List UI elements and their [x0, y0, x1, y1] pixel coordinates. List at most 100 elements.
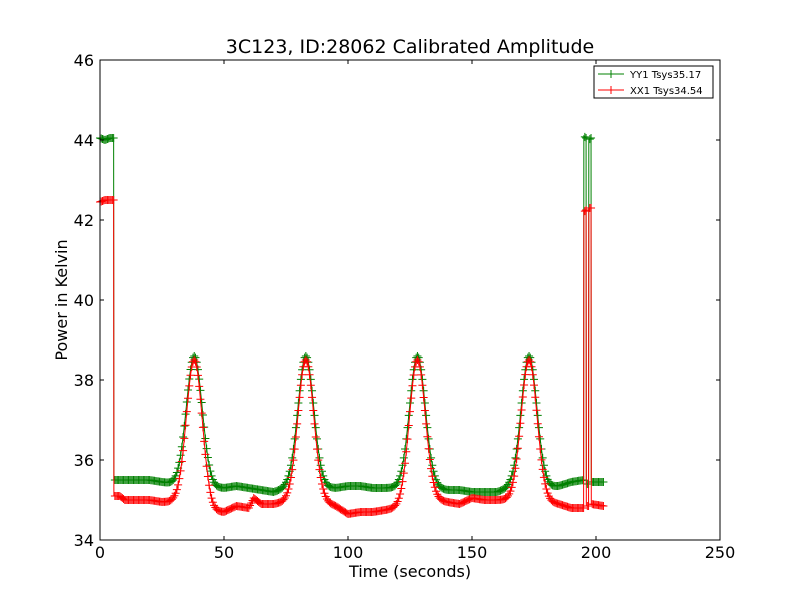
series-1-point-159	[293, 419, 302, 428]
x-tick-label-5: 250	[705, 543, 736, 562]
series-1-point-166	[301, 356, 310, 364]
series-1-point-246	[401, 459, 410, 468]
series-0-point-157	[290, 434, 299, 443]
series-1-point-62	[172, 485, 181, 494]
series-1-point-351	[531, 393, 540, 402]
series-1-point-174	[311, 432, 320, 441]
chart-title: 3C123, ID:28062 Calibrated Amplitude	[226, 36, 594, 58]
series-0-point-174	[311, 423, 320, 432]
series-1-point-89	[206, 488, 215, 497]
series-1-point-243	[397, 484, 406, 493]
series-1-point-334	[510, 472, 519, 481]
series-0-point-248	[403, 423, 412, 432]
series-1-point-168	[304, 362, 313, 371]
series-0-point-338	[515, 423, 524, 432]
series-1-point-335	[511, 464, 520, 473]
series-1-point-59	[169, 493, 178, 502]
series-1-point-240	[393, 497, 402, 506]
series-1-point-78	[192, 363, 201, 372]
series-1-point-264	[423, 432, 432, 441]
legend-entry-yy1: YY1 Tsys35.17	[598, 70, 701, 81]
series-0-point-11	[109, 134, 118, 142]
series-0-point-354	[534, 423, 543, 432]
series-1-point-11	[109, 196, 118, 204]
legend-label-yy1: YY1 Tsys35.17	[629, 70, 701, 81]
series-1-point-153	[285, 479, 294, 488]
series-1-point-80	[195, 382, 204, 391]
series-1-point-338	[515, 432, 524, 441]
series-1-point-252	[408, 381, 417, 390]
series-1-point-179	[317, 479, 326, 488]
series-1-point-163	[298, 370, 307, 379]
series-1-point-82	[197, 409, 206, 418]
series-0-point-71	[184, 386, 193, 395]
y-tick-label-6: 46	[74, 51, 94, 70]
series-1-point-154	[286, 473, 295, 482]
series-1-point-260	[418, 381, 427, 390]
series-layer	[96, 132, 608, 518]
series-1-point-406	[599, 502, 608, 510]
y-tick-label-3: 40	[74, 291, 94, 310]
series-0-point-65	[176, 451, 185, 460]
series-1-point-331	[506, 487, 515, 496]
series-1-point-238	[391, 501, 400, 510]
series-1-point-269	[429, 478, 438, 487]
legend-entry-xx1: XX1 Tsys34.54	[598, 86, 703, 97]
series-0-point-159	[293, 411, 302, 420]
series-1-point-81	[196, 395, 205, 404]
series-1-point-248	[403, 435, 412, 444]
x-tick-label-0: 0	[95, 543, 105, 562]
series-1-point-333	[508, 478, 517, 487]
series-0-point-175	[313, 434, 321, 443]
series-1-point-355	[536, 444, 545, 453]
series-1-point-173	[310, 419, 319, 428]
series-0-point-335	[511, 453, 520, 462]
series-1-point-83	[198, 423, 207, 432]
series-0-point-148	[279, 482, 288, 491]
x-tick-label-3: 150	[457, 543, 488, 562]
series-1-point-392	[582, 206, 591, 214]
series-1-point-256	[413, 356, 422, 364]
series-0-point-83	[198, 411, 207, 420]
y-tick-label-5: 44	[74, 131, 94, 150]
series-1-point-156	[289, 456, 298, 465]
series-1-point-245	[399, 469, 408, 478]
series-1-point-242	[396, 489, 405, 498]
series-1-point-161	[295, 393, 304, 402]
legend-box	[593, 65, 714, 99]
series-0-point-239	[392, 480, 401, 489]
series-0-point-90	[207, 471, 216, 480]
series-0-point-406	[599, 478, 608, 486]
series-1-point-259	[417, 370, 426, 379]
y-tick-label-0: 34	[74, 531, 94, 550]
series-1-point-175	[313, 445, 321, 454]
y-tick-label-4: 42	[74, 211, 94, 230]
series-0-point-263	[422, 411, 431, 420]
series-1-point-84	[200, 437, 209, 446]
series-0-point-154	[286, 461, 295, 470]
series-1-point-358	[539, 473, 548, 482]
legend: YY1 Tsys35.17 XX1 Tsys34.54	[593, 65, 714, 99]
series-0-point-80	[195, 375, 204, 384]
series-1-point-270	[430, 483, 439, 492]
series-0-point-66	[177, 442, 186, 451]
series-1-point-340	[517, 406, 526, 415]
series-0-point-265	[424, 434, 433, 443]
series-0-point-62	[172, 468, 181, 477]
series-0-point-245	[399, 453, 408, 462]
series-1-point-160	[294, 406, 303, 415]
series-1-point-169	[305, 370, 314, 379]
series-1-point-250	[406, 407, 414, 416]
series-1-point-356	[537, 455, 546, 464]
plot-frame	[99, 59, 721, 541]
series-0-point-81	[196, 386, 205, 395]
series-0-point-86	[202, 444, 211, 453]
series-1-point-348	[527, 362, 536, 371]
series-1-point-171	[308, 393, 317, 402]
series-1-point-251	[407, 394, 416, 403]
series-1-point-181	[320, 489, 329, 498]
series-1-point-158	[291, 432, 300, 441]
series-1-point-343	[521, 370, 530, 379]
